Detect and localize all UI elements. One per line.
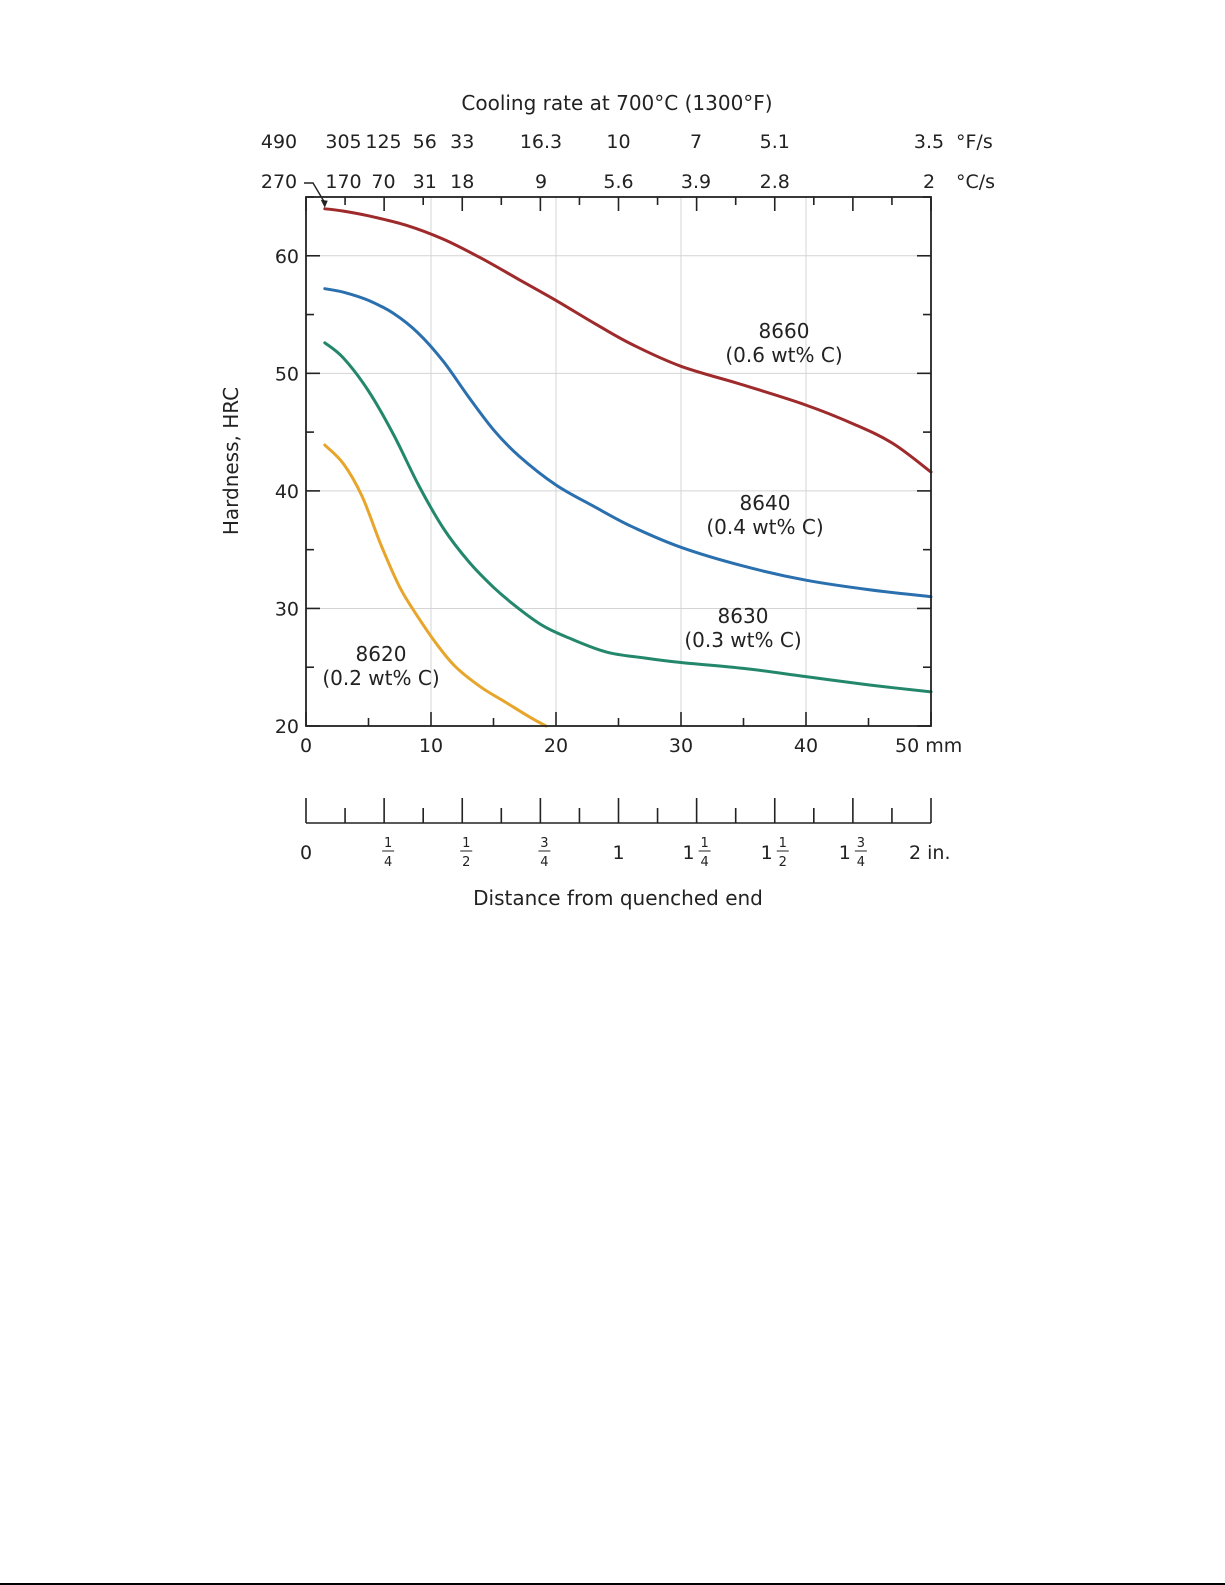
y-tick-label-40: 40	[275, 481, 299, 503]
y-tick-label-60: 60	[275, 246, 299, 268]
f-rate-label-0: 490	[261, 131, 297, 153]
inch-label-5: 1 14	[683, 836, 711, 870]
inch-label-denominator: 2	[462, 855, 470, 870]
c-rate-label-7: 3.9	[681, 171, 711, 193]
x-tick-label-40: 40	[794, 735, 818, 757]
inch-label-numerator: 1	[700, 836, 708, 851]
x-tick-label-0: 0	[300, 735, 312, 757]
curve-8640	[323, 287, 933, 599]
f-rate-label-9: 3.5	[914, 131, 944, 153]
y-axis-title: Hardness, HRC	[219, 387, 243, 535]
inch-label-numerator: 1	[384, 836, 392, 851]
inch-label-whole: 1	[612, 842, 624, 864]
label-8660-name: 8660	[759, 319, 810, 343]
x-tick-label-50: 50 mm	[895, 735, 962, 757]
f-rate-label-3: 56	[413, 131, 437, 153]
inch-label-numerator: 1	[462, 836, 470, 851]
f-rate-label-1: 305	[325, 131, 361, 153]
f-unit-label: °F/s	[956, 131, 993, 153]
label-8620-sub: (0.2 wt% C)	[322, 666, 439, 690]
c-rate-label-8: 2.8	[760, 171, 790, 193]
label-8630-name: 8630	[718, 604, 769, 628]
plot-frame	[305, 196, 932, 727]
inch-label-denominator: 2	[779, 855, 787, 870]
inch-label-7: 1 3 4	[839, 836, 867, 870]
f-rate-label-2: 125	[365, 131, 401, 153]
inch-label-whole: 0	[300, 842, 312, 864]
inch-label-denominator: 4	[540, 855, 548, 870]
f-rate-label-4: 33	[450, 131, 474, 153]
c-rate-label-5: 9	[535, 171, 547, 193]
cooling-rate-c-labels: 270 170 70 31 18 9 5.6 3.9 2.8 2	[261, 171, 935, 193]
inch-label-0: 0	[300, 842, 312, 864]
y-tick-labels: 20 30 40 50 60	[275, 246, 299, 738]
label-8640-sub: (0.4 wt% C)	[706, 515, 823, 539]
inch-label-1: 14	[382, 836, 395, 870]
c-rate-label-2: 70	[371, 171, 395, 193]
c-rate-label-3: 31	[413, 171, 437, 193]
curve-8630	[323, 341, 933, 694]
cooling-rate-title: Cooling rate at 700°C (1300°F)	[461, 91, 772, 115]
page-bottom-rule	[0, 1583, 1225, 1585]
inch-label-whole: 1	[683, 842, 695, 864]
f-rate-label-6: 10	[606, 131, 630, 153]
inch-label-2: 12	[460, 836, 473, 870]
curves	[323, 207, 933, 728]
label-8620-name: 8620	[356, 642, 407, 666]
x-tick-label-30: 30	[669, 735, 693, 757]
c-rate-label-1: 170	[325, 171, 361, 193]
curve-8620	[323, 443, 548, 728]
pointer-arrow	[304, 182, 326, 204]
inch-label-denominator: 4	[857, 855, 865, 870]
label-8660-sub: (0.6 wt% C)	[725, 343, 842, 367]
inch-label-numerator: 3	[857, 836, 865, 851]
y-tick-label-50: 50	[275, 363, 299, 385]
inch-label-numerator: 1	[779, 836, 787, 851]
label-8640-name: 8640	[740, 491, 791, 515]
grid	[306, 197, 931, 726]
c-rate-label-0: 270	[261, 171, 297, 193]
inch-label-numerator: 3	[540, 836, 548, 851]
c-rate-label-6: 5.6	[603, 171, 633, 193]
inch-label-8: 2 in.	[909, 842, 951, 864]
inch-label-denominator: 4	[700, 855, 708, 870]
inch-label-whole: 1	[761, 842, 773, 864]
y-tick-label-20: 20	[275, 716, 299, 738]
f-rate-label-7: 7	[690, 131, 702, 153]
x-axis-title: Distance from quenched end	[473, 886, 763, 910]
pointer-arrowhead	[320, 199, 328, 208]
inch-label-3: 34	[538, 836, 551, 870]
x-tick-labels-mm: 0 10 20 30 40 50 mm	[300, 735, 962, 757]
y-tick-label-30: 30	[275, 598, 299, 620]
cooling-rate-f-labels: 490 305 125 56 33 16.3 10 7 5.1 3.5	[261, 131, 944, 153]
inch-label-6: 1 12	[761, 836, 789, 870]
f-rate-label-5: 16.3	[520, 131, 562, 153]
inch-label-whole: 2 in.	[909, 842, 951, 864]
x-tick-label-20: 20	[544, 735, 568, 757]
inch-label-4: 1	[612, 842, 624, 864]
c-rate-label-9: 2	[923, 171, 935, 193]
inch-label-denominator: 4	[384, 855, 392, 870]
c-unit-label: °C/s	[956, 171, 995, 193]
f-rate-label-8: 5.1	[760, 131, 790, 153]
label-8630-sub: (0.3 wt% C)	[684, 628, 801, 652]
inch-axis-ticks	[305, 798, 932, 823]
c-rate-label-4: 18	[450, 171, 474, 193]
x-tick-label-10: 10	[419, 735, 443, 757]
curve-8660	[323, 207, 933, 474]
inch-label-whole: 1	[839, 842, 851, 864]
